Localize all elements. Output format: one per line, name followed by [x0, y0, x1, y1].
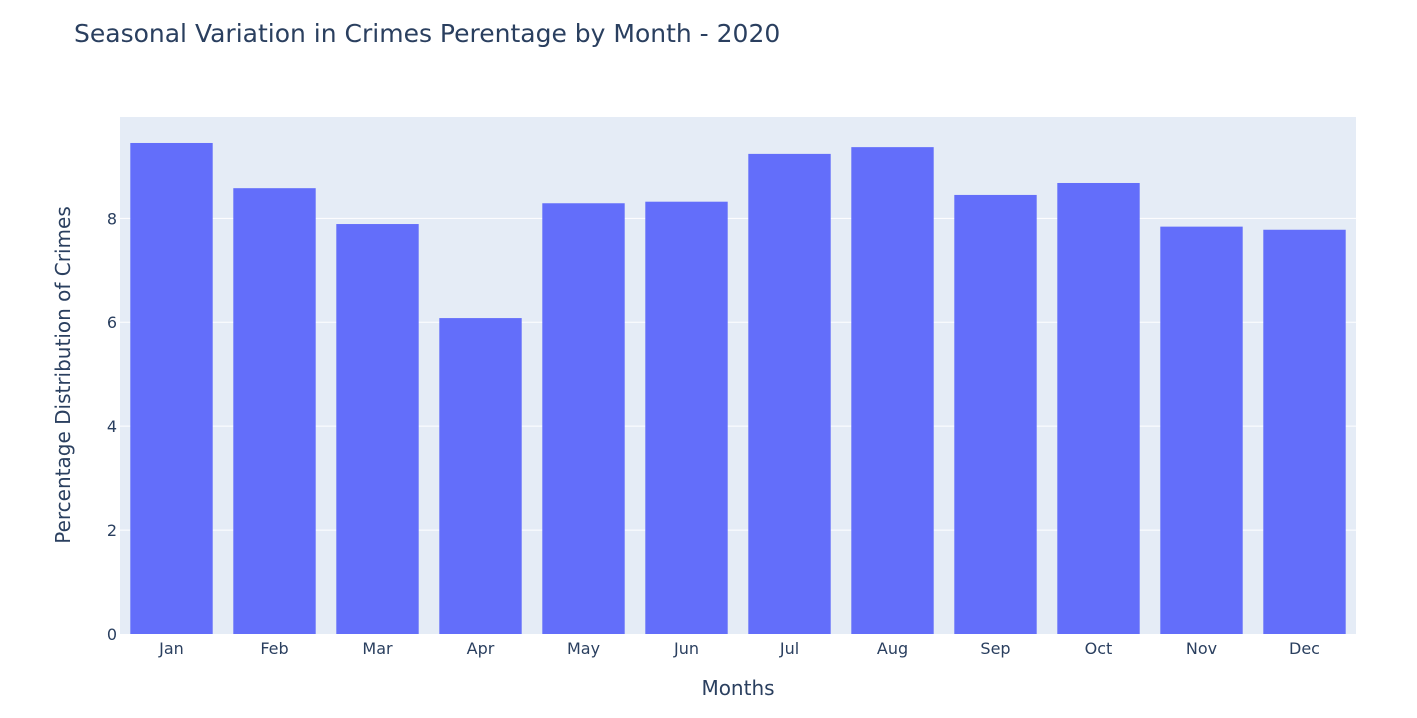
x-tick-label-jul: Jul [779, 639, 799, 658]
x-tick-label-oct: Oct [1085, 639, 1113, 658]
bar-sep[interactable] [954, 194, 1037, 634]
x-tick-label-may: May [567, 639, 600, 658]
x-axis-ticks: Jan Feb Mar Apr May Jun Jul Aug Sep Oct Nov Dec [158, 639, 1320, 658]
bar-oct[interactable] [1057, 182, 1140, 634]
bar-nov[interactable] [1160, 226, 1243, 634]
bar-jan[interactable] [130, 142, 213, 634]
y-tick-label: 8 [107, 209, 117, 228]
x-tick-label-aug: Aug [877, 639, 908, 658]
y-axis-ticks: 0 2 4 6 8 [107, 209, 117, 644]
bar-mar[interactable] [336, 224, 419, 635]
x-tick-label-apr: Apr [467, 639, 495, 658]
chart-title: Seasonal Variation in Crimes Perentage b… [74, 19, 780, 48]
x-tick-label-mar: Mar [362, 639, 393, 658]
x-tick-label-jan: Jan [158, 639, 184, 658]
bar-jul[interactable] [748, 153, 831, 634]
x-tick-label-jun: Jun [673, 639, 699, 658]
x-tick-label-nov: Nov [1186, 639, 1217, 658]
bar-may[interactable] [542, 203, 625, 634]
bar-jun[interactable] [645, 201, 728, 635]
bar-feb[interactable] [233, 188, 316, 634]
y-axis-title: Percentage Distribution of Crimes [51, 206, 75, 544]
x-tick-label-dec: Dec [1289, 639, 1320, 658]
bar-dec[interactable] [1263, 229, 1346, 635]
bars [130, 142, 1346, 635]
x-tick-label-feb: Feb [260, 639, 288, 658]
y-tick-label: 0 [107, 625, 117, 644]
y-tick-label: 4 [107, 417, 117, 436]
bar-apr[interactable] [439, 318, 522, 634]
gridlines [120, 217, 1356, 531]
y-tick-label: 2 [107, 521, 117, 540]
y-tick-label: 6 [107, 313, 117, 332]
x-tick-label-sep: Sep [980, 639, 1010, 658]
plot-area [120, 117, 1356, 634]
bar-aug[interactable] [851, 147, 934, 634]
x-axis-title: Months [701, 676, 774, 700]
